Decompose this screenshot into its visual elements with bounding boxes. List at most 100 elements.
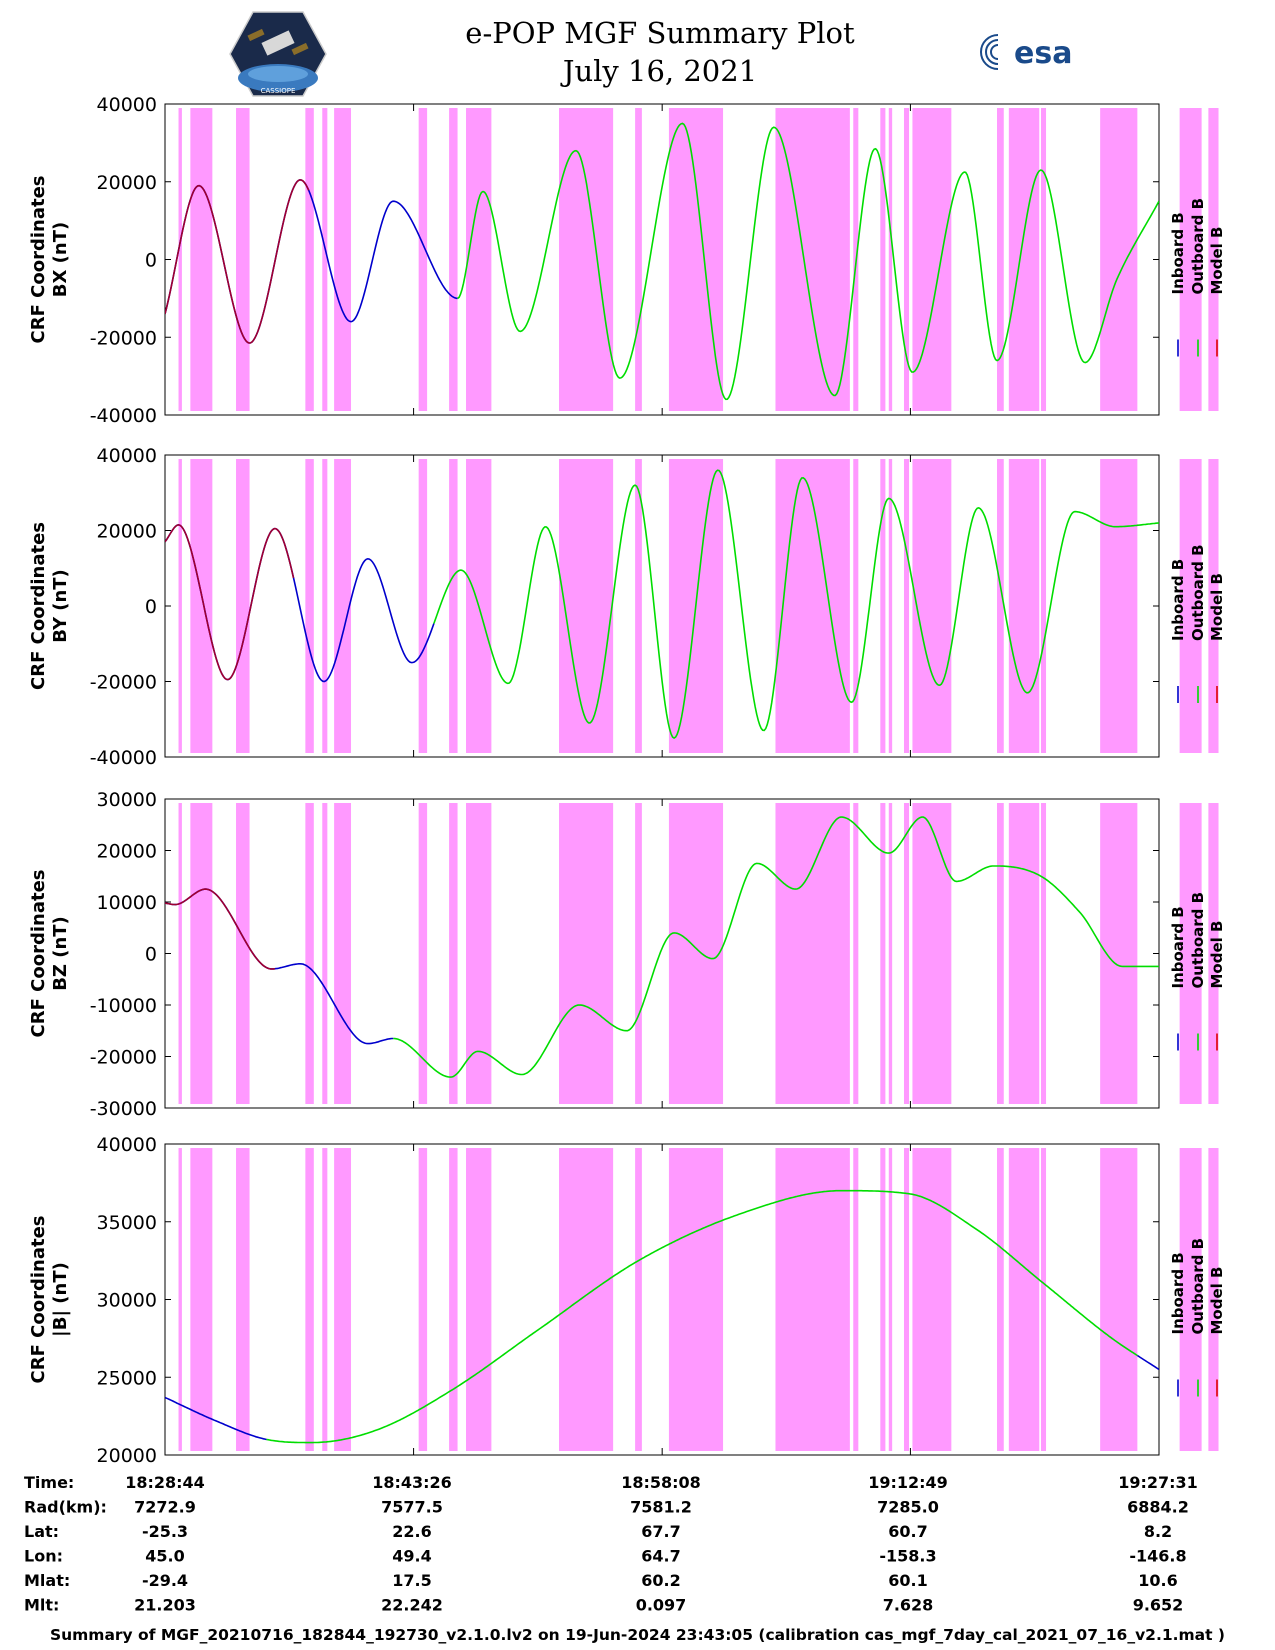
model-b-line (165, 179, 310, 344)
legend-outboard-label: Outboard B (1189, 1238, 1207, 1335)
highlight-bands (178, 459, 1219, 753)
legend-inboard-label: Inboard B (1169, 212, 1187, 294)
highlight-band (559, 803, 614, 1104)
y-tick-label: 0 (145, 944, 157, 966)
table-cell: 7581.2 (630, 1498, 692, 1517)
y-tick-label: 20000 (97, 1445, 157, 1467)
y-tick-label: 25000 (97, 1367, 157, 1389)
series-lines (165, 816, 1159, 1078)
highlight-band (190, 459, 213, 753)
highlight-band (853, 1148, 859, 1451)
legend-inboard-label: Inboard B (1169, 1252, 1187, 1334)
highlight-band (635, 1148, 642, 1451)
table-cell: 7577.5 (381, 1498, 443, 1517)
highlight-band (1008, 459, 1040, 753)
table-cell: 18:28:44 (125, 1473, 205, 1492)
highlight-band (880, 459, 886, 753)
cassiope-logo: CASSIOPE (229, 11, 327, 97)
y-tick-label: -20000 (90, 327, 157, 349)
y-tick-label: 20000 (97, 521, 157, 543)
highlight-band (449, 108, 458, 411)
highlight-band (190, 803, 213, 1104)
highlight-band (1208, 459, 1219, 753)
highlight-band (1208, 803, 1219, 1104)
legend-inboard-label: Inboard B (1169, 559, 1187, 641)
highlight-band (880, 803, 886, 1104)
y-tick-label: -10000 (90, 995, 157, 1017)
chart-panel-3: 30000 20000 10000 0 -10000 -20000 -30000 CRF Co… (28, 789, 1226, 1120)
highlight-band (1008, 803, 1040, 1104)
model-b-line (165, 888, 275, 970)
highlight-band (334, 1148, 352, 1451)
highlight-band (888, 803, 893, 1104)
y-axis-label: CRF Coordinates|B| (nT) (28, 1216, 71, 1384)
highlight-band (880, 1148, 886, 1451)
highlight-band (178, 459, 182, 753)
highlight-band (322, 803, 328, 1104)
highlight-band (1040, 108, 1047, 411)
highlight-band (903, 803, 910, 1104)
highlight-band (466, 803, 492, 1104)
esa-logo: esa (980, 34, 1072, 71)
highlight-band (305, 459, 314, 753)
highlight-band (322, 1148, 328, 1451)
table-cell: 18:43:26 (372, 1473, 452, 1492)
y-tick-label: -30000 (90, 1098, 157, 1120)
table-cell: 17.5 (392, 1571, 431, 1590)
highlight-band (1040, 1148, 1047, 1451)
highlight-band (334, 108, 352, 411)
highlight-band (853, 803, 859, 1104)
table-row-label: Mlat: (24, 1571, 70, 1590)
table-cell: 9.652 (1133, 1596, 1184, 1615)
outboard-b-line (457, 122, 1159, 401)
chart-panel-2: 40000 20000 0 -20000 -40000 CRF CoordinatesBY… (28, 445, 1226, 769)
model-b-line (165, 523, 295, 681)
table-cell: 7285.0 (877, 1498, 939, 1517)
legend-outboard-label: Outboard B (1189, 892, 1207, 989)
highlight-band (1100, 1148, 1138, 1451)
highlight-band (775, 459, 850, 753)
plot-title-line2: July 16, 2021 (562, 54, 758, 88)
outboard-b-line (433, 469, 1159, 740)
highlight-band (1208, 1148, 1219, 1451)
y-axis-label-line2: |B| (nT) (50, 1262, 71, 1337)
table-row-label: Time: (24, 1473, 74, 1492)
highlight-band (635, 459, 642, 753)
highlight-band (668, 108, 724, 411)
y-axis-label-line2: BX (nT) (50, 222, 71, 297)
highlight-band (888, 108, 893, 411)
y-axis-label-line1: CRF Coordinates (28, 522, 49, 690)
highlight-band (190, 1148, 213, 1451)
highlight-band (668, 803, 724, 1104)
y-tick-label: 35000 (97, 1212, 157, 1234)
table-cell: 19:27:31 (1118, 1473, 1198, 1492)
table-cell: 60.2 (641, 1571, 680, 1590)
highlight-band (178, 108, 182, 411)
table-row-label: Lon: (24, 1547, 63, 1566)
highlight-band (236, 803, 250, 1104)
y-tick-label: -40000 (90, 405, 157, 427)
series-lines (165, 1189, 1159, 1444)
legend: Inboard B Outboard B Model B (1169, 198, 1226, 357)
highlight-band (466, 1148, 492, 1451)
inboard-b-line (165, 1396, 267, 1441)
table-cell: 7.628 (883, 1596, 934, 1615)
table-cell: 6884.2 (1127, 1498, 1189, 1517)
legend: Inboard B Outboard B Model B (1169, 1238, 1226, 1397)
highlight-band (418, 803, 428, 1104)
outboard-b-line (266, 1189, 1138, 1444)
highlight-band (1179, 108, 1202, 411)
highlight-band (1179, 1148, 1202, 1451)
highlight-band (466, 108, 492, 411)
y-tick-label: 10000 (97, 892, 157, 914)
highlight-band (305, 1148, 314, 1451)
table-row-label: Rad(km): (24, 1498, 107, 1517)
legend: Inboard B Outboard B Model B (1169, 544, 1226, 703)
highlight-band (334, 459, 352, 753)
table-cell: -29.4 (142, 1571, 188, 1590)
highlight-band (903, 108, 910, 411)
highlight-band (305, 108, 314, 411)
y-tick-label: -20000 (90, 672, 157, 694)
